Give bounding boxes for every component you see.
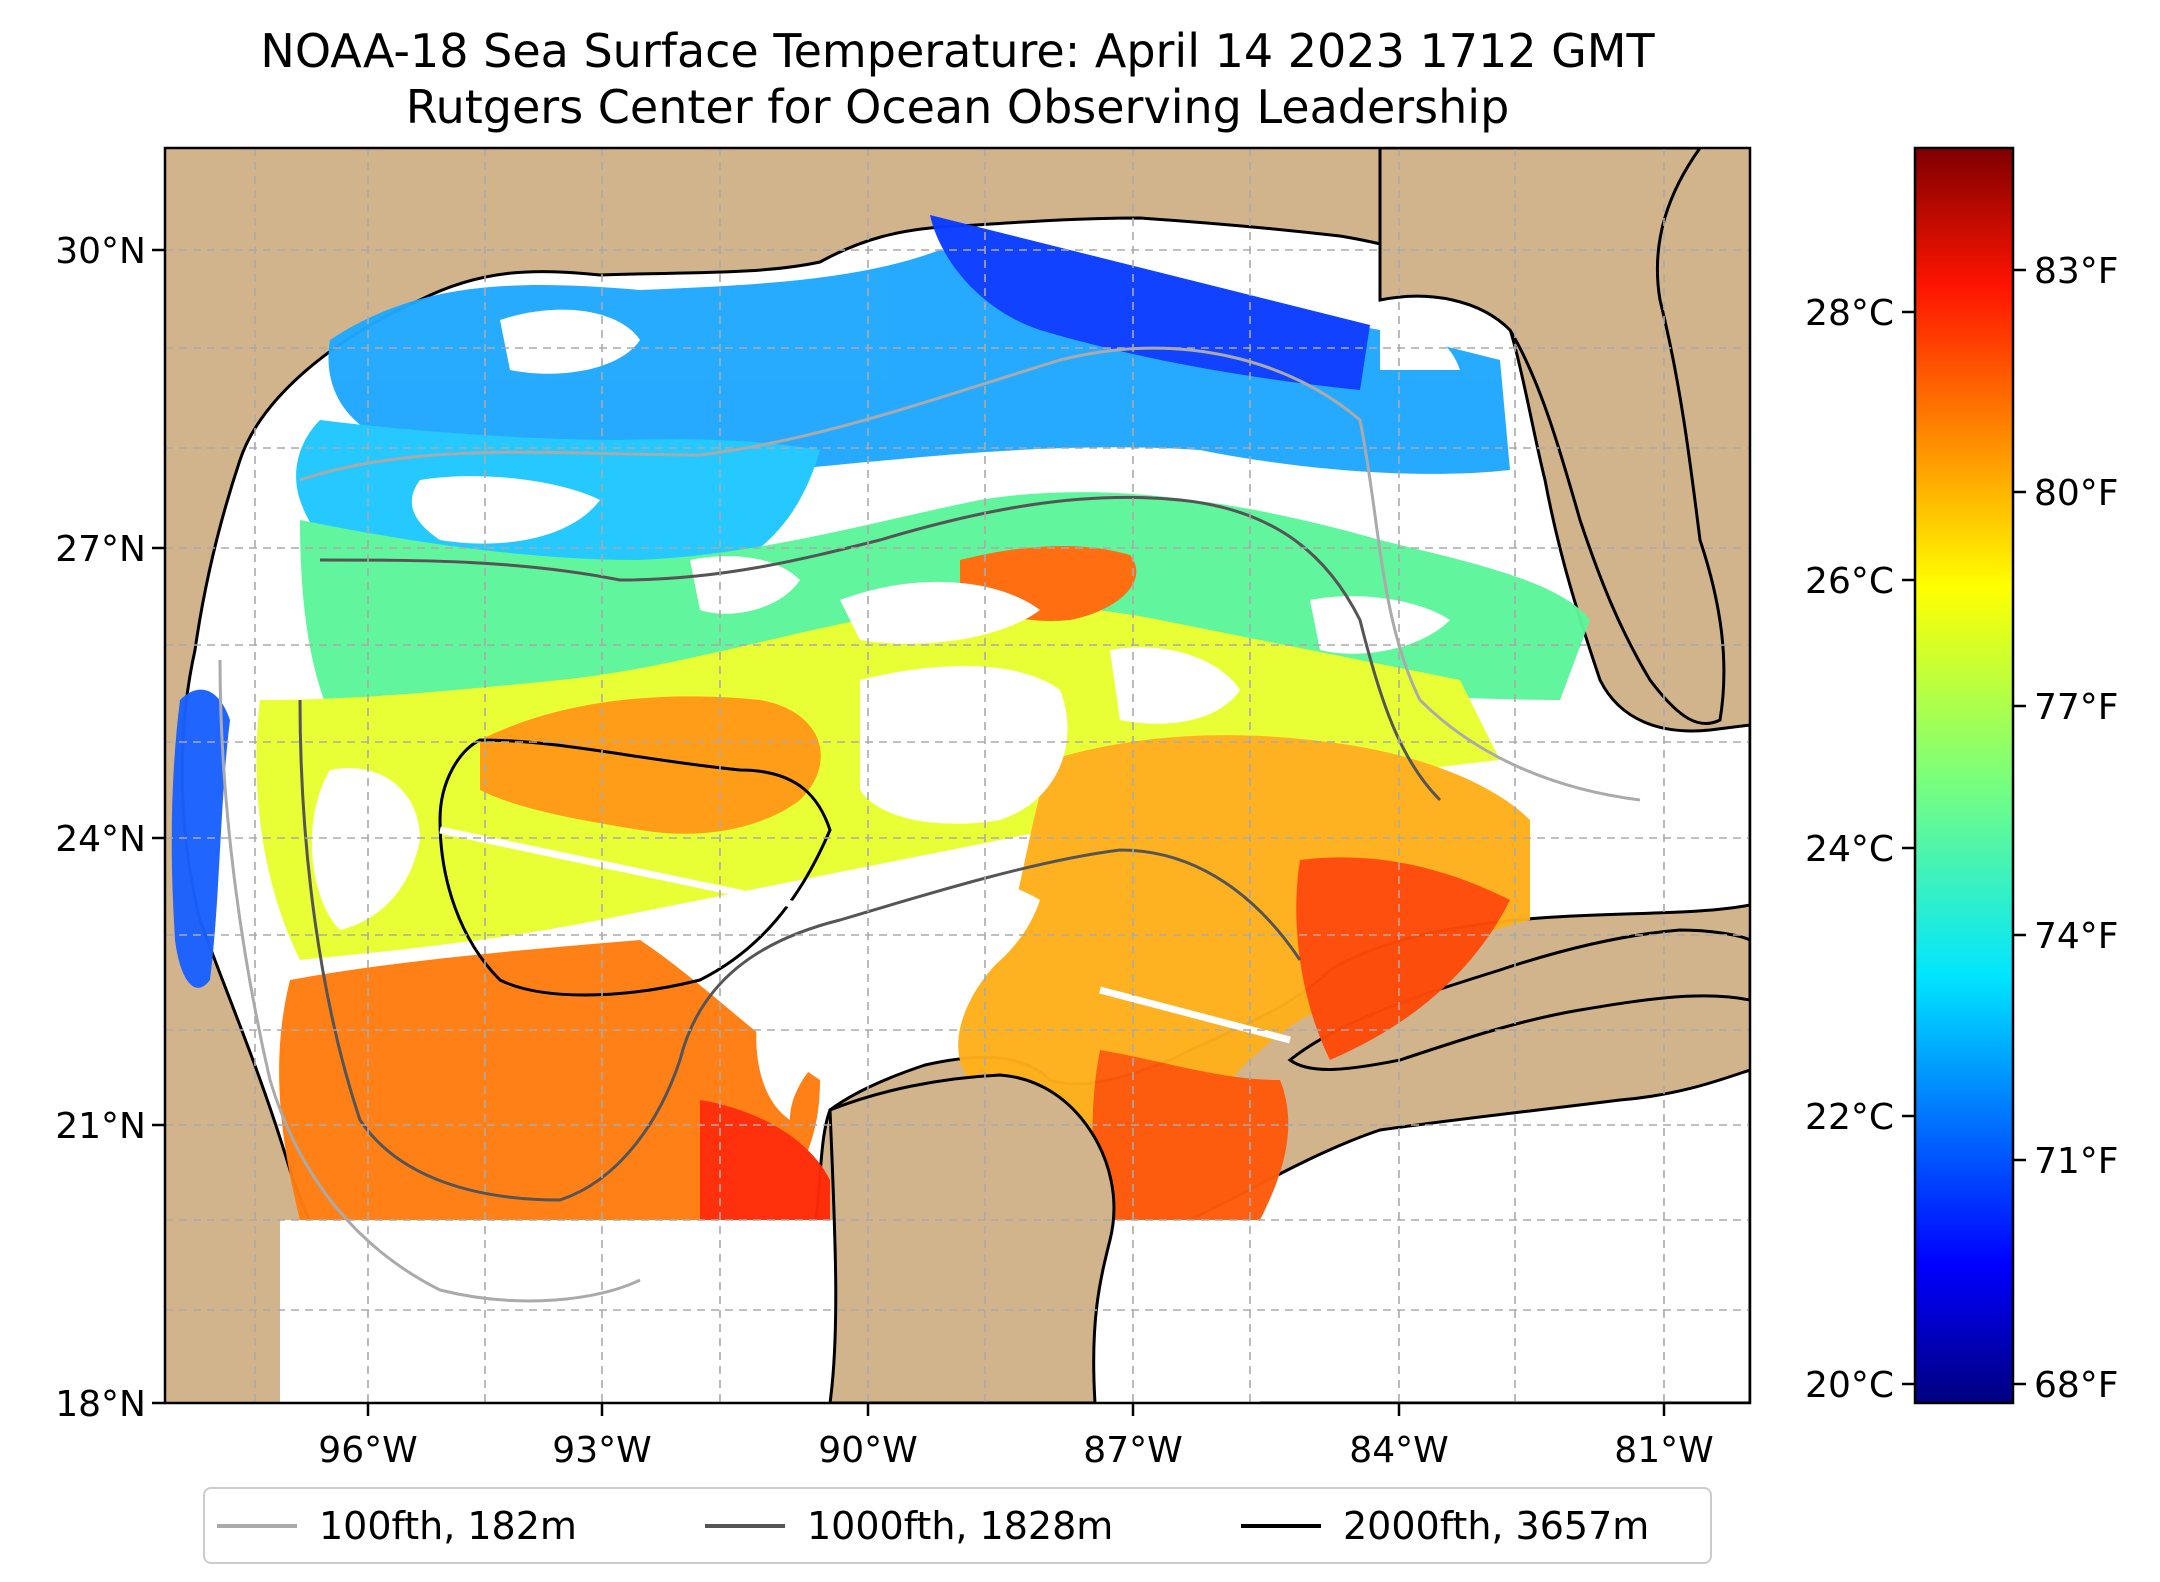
lat-label-21n: 21°N (55, 1106, 146, 1147)
legend-item-100fth: 100fth, 182m (217, 1489, 577, 1562)
legend-swatch-2000fth (1241, 1523, 1321, 1528)
lon-label-87w: 87°W (1083, 1430, 1182, 1471)
scan-gap-line (439, 826, 1291, 1044)
yucatan-land (828, 1073, 1116, 1403)
lon-label-90w: 90°W (818, 1430, 917, 1471)
legend-item-1000fth: 1000fth, 1828m (705, 1489, 1113, 1562)
lat-label-30n: 30°N (55, 231, 146, 272)
lat-label-24n: 24°N (55, 819, 146, 860)
lon-labels: 96°W 93°W 90°W 87°W 84°W 81°W (318, 1430, 1713, 1471)
map-frame (163, 146, 1752, 1405)
colorbar-f-77: 77°F (2034, 687, 2119, 728)
contour-1000fth (298, 495, 1442, 1202)
colorbar-c-20: 20°C (1805, 1365, 1894, 1406)
florida-land (1378, 148, 1726, 726)
lon-label-93w: 93°W (552, 1430, 651, 1471)
grid-lines (165, 148, 1750, 1403)
lon-label-96w: 96°W (318, 1430, 417, 1471)
colorbar-c-24: 24°C (1805, 829, 1894, 870)
contour-100fth (218, 346, 1641, 1303)
no-data-strip (280, 1220, 840, 1403)
lat-label-18n: 18°N (55, 1384, 146, 1425)
colorbar: 28°C 26°C 24°C 22°C 20°C 83°F 80°F 77°F … (1805, 146, 2119, 1406)
contour-legend: 100fth, 182m 1000fth, 1828m 2000fth, 365… (203, 1487, 1712, 1564)
legend-label-100fth: 100fth, 182m (319, 1503, 577, 1548)
figure-subtitle: Rutgers Center for Ocean Observing Leade… (405, 80, 1510, 134)
legend-swatch-1000fth (705, 1523, 785, 1528)
figure-title: NOAA-18 Sea Surface Temperature: April 1… (260, 24, 1655, 78)
colorbar-c-26: 26°C (1805, 561, 1894, 602)
legend-label-1000fth: 1000fth, 1828m (807, 1503, 1114, 1548)
colorbar-gradient (1913, 146, 2015, 1405)
colorbar-f-71: 71°F (2034, 1141, 2119, 1182)
lon-label-81w: 81°W (1614, 1430, 1713, 1471)
lon-label-84w: 84°W (1349, 1430, 1448, 1471)
legend-swatch-100fth (217, 1523, 297, 1528)
axis-ticks (152, 248, 1666, 1416)
legend-label-2000fth: 2000fth, 3657m (1343, 1503, 1650, 1548)
colorbar-c-28: 28°C (1805, 293, 1894, 334)
cuba-land (1287, 928, 1750, 1071)
lat-labels: 30°N 27°N 24°N 21°N 18°N (55, 231, 146, 1425)
bathymetry-contours (218, 346, 1641, 1303)
colorbar-f-68: 68°F (2034, 1365, 2119, 1406)
contour-2000fth (438, 738, 832, 997)
colorbar-c-22: 22°C (1805, 1097, 1894, 1138)
map-area (165, 148, 1750, 1403)
legend-item-2000fth: 2000fth, 3657m (1241, 1489, 1649, 1562)
cloud-gaps (311, 309, 1460, 1120)
colorbar-f-83: 83°F (2034, 251, 2119, 292)
colorbar-f-74: 74°F (2034, 916, 2119, 957)
colorbar-f-80: 80°F (2034, 473, 2119, 514)
lat-label-27n: 27°N (55, 529, 146, 570)
